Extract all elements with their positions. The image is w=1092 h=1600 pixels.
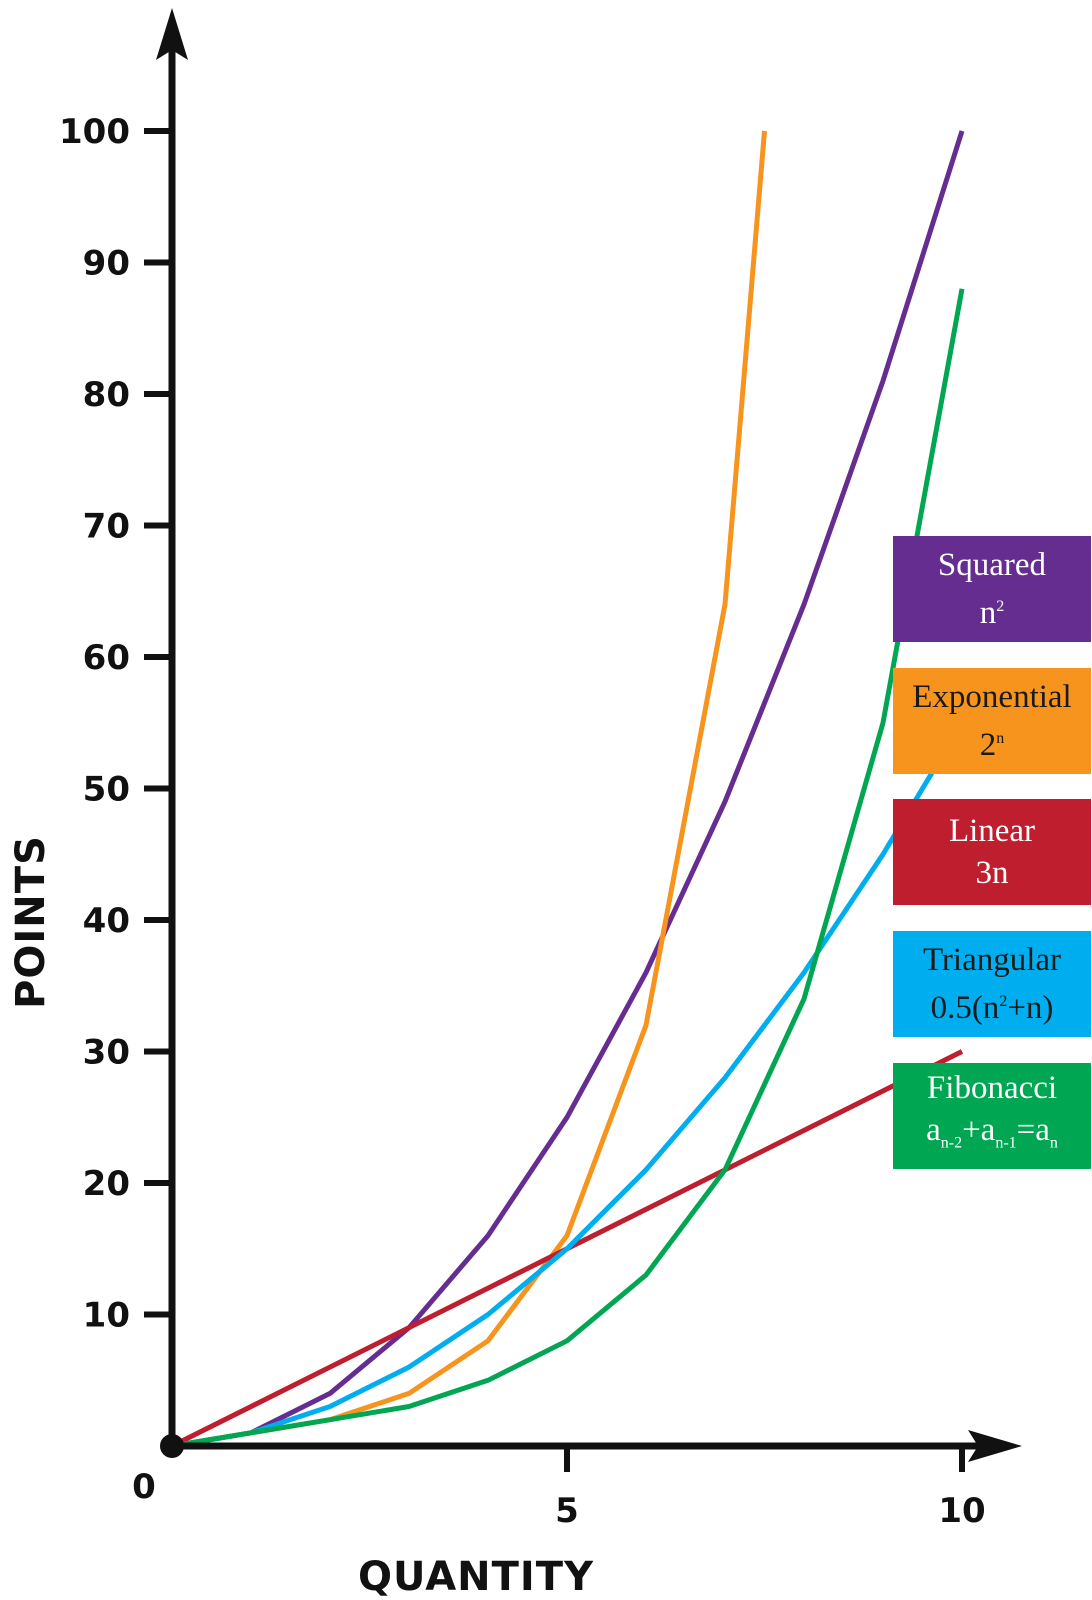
series-line-triangular [171,721,965,1449]
y-tick-label: 70 [83,507,130,547]
y-tick-label: 20 [83,1164,130,1204]
y-tick-label: 60 [83,638,130,678]
series-line-fibonacci [171,288,965,1449]
legend-label-exponential: Exponential [912,679,1072,715]
y-axis-arrowhead [156,8,188,60]
legend-formula-exponential: 2n [979,727,1005,763]
legend-item-exponential: Exponential 2n [893,668,1091,774]
origin-dot [160,1434,184,1458]
ticks: 10 20 30 40 50 60 70 80 90 100 5 10 [59,112,986,1531]
axes [156,8,1022,1462]
y-tick-label: 40 [83,901,130,941]
legend-item-triangular: Triangular 0.5(n2+n) [893,931,1091,1037]
legend-item-fibonacci: Fibonacci an-2+an-1=an [893,1063,1091,1169]
series-line-squared [171,130,965,1449]
y-tick-label: 30 [83,1033,130,1073]
series-line-exponential [171,130,767,1449]
x-tick-label: 10 [938,1491,985,1531]
x-axis-arrowhead [968,1430,1022,1462]
legend-label-triangular: Triangular [922,942,1062,978]
x-axis-title: QUANTITY [358,1554,594,1600]
y-tick-label: 90 [83,244,130,284]
y-tick-label: 100 [59,112,130,152]
legend-formula-squared: n2 [979,595,1005,631]
legend-label-linear: Linear [948,813,1036,849]
legend-formula-triangular: 0.5(n2+n) [930,990,1054,1026]
y-tick-label: 80 [83,375,130,415]
legend-item-squared: Squared n2 [893,536,1091,642]
y-tick-label: 10 [83,1296,130,1336]
y-tick-label: 50 [83,770,130,810]
origin-label: 0 [132,1467,156,1507]
legend-formula-linear: 3n [975,855,1009,891]
legend-label-fibonacci: Fibonacci [926,1070,1058,1107]
y-axis-title: POINTS [8,835,54,1009]
legend-item-linear: Linear 3n [893,799,1091,905]
x-tick-label: 5 [555,1491,579,1531]
series-layer [170,130,965,1449]
legend-formula-fibonacci: an-2+an-1=an [926,1112,1058,1152]
legend-label-squared: Squared [937,547,1047,583]
